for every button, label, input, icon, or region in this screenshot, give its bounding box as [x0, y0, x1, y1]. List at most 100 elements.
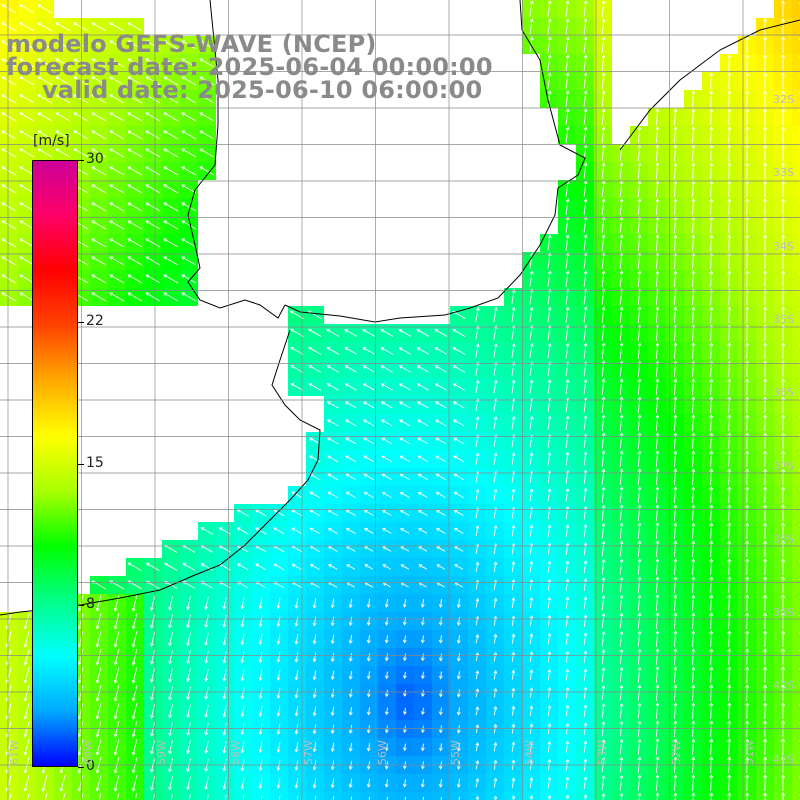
wind-arrow-head [95, 751, 100, 756]
wind-arrow [164, 563, 178, 571]
wind-arrow [259, 615, 263, 627]
wind-arrow [259, 687, 263, 699]
wind-arrow-head [745, 108, 750, 112]
wind-arrow-head [709, 486, 714, 490]
wind-arrow [132, 685, 138, 701]
wind-arrow-head [420, 729, 425, 734]
wind-arrow [181, 76, 197, 86]
wind-arrow-head [727, 666, 732, 670]
wind-arrow-head [326, 365, 331, 369]
wind-arrow-head [763, 504, 768, 508]
wind-arrow-head [348, 729, 353, 734]
wind-arrow [6, 631, 12, 647]
wind-arrow [109, 76, 125, 86]
wind-arrow-head [583, 740, 588, 745]
wind-arrow-head [91, 94, 96, 98]
wind-arrow-head [637, 126, 642, 130]
wind-arrow [601, 162, 605, 180]
wind-arrow [399, 365, 411, 373]
wind-arrow-head [400, 528, 404, 532]
wind-arrow [601, 144, 605, 162]
wind-arrow [601, 306, 605, 324]
wind-arrow [637, 270, 641, 288]
wind-arrow [728, 630, 730, 648]
wind-arrow [458, 671, 460, 679]
longitude-label: 57W [302, 740, 315, 765]
wind-arrow [385, 598, 389, 608]
wind-arrow [583, 488, 587, 502]
wind-arrow-head [222, 677, 227, 682]
wind-arrow [583, 91, 587, 107]
wind-arrow-head [199, 58, 204, 62]
wind-arrow [710, 324, 712, 342]
wind-arrow [583, 615, 587, 627]
wind-arrow-head [273, 563, 278, 568]
wind-arrow [565, 1, 569, 17]
wind-arrow [583, 470, 587, 484]
wind-arrow-head [763, 18, 768, 22]
wind-arrow-head [204, 624, 209, 629]
wind-arrow [308, 310, 322, 320]
wind-arrow [511, 706, 515, 716]
wind-arrow [601, 685, 605, 701]
wind-arrow-head [637, 360, 642, 364]
wind-arrow-head [547, 252, 552, 257]
wind-arrow-head [435, 437, 440, 441]
wind-arrow [692, 162, 694, 180]
wind-arrow [73, 22, 89, 32]
wind-cell [792, 720, 800, 738]
wind-arrow [655, 486, 659, 504]
wind-arrow-head [673, 144, 678, 148]
wind-arrow-head [637, 558, 642, 562]
wind-arrow-head [565, 216, 570, 220]
wind-arrow [381, 401, 393, 409]
wind-arrow [295, 634, 299, 644]
wind-arrow-head [655, 666, 660, 670]
wind-arrow-head [420, 765, 425, 770]
wind-arrow-head [547, 18, 552, 23]
wind-cell [792, 180, 800, 198]
wind-arrow [55, 40, 71, 50]
wind-arrow [91, 166, 107, 176]
wind-arrow [475, 380, 479, 394]
wind-arrow [145, 238, 161, 248]
wind-arrow [277, 705, 281, 717]
wind-arrow-head [168, 624, 172, 629]
wind-arrow [637, 649, 641, 665]
wind-arrow-head [781, 666, 785, 670]
wind-arrow-head [326, 419, 331, 423]
wind-arrow-head [511, 741, 516, 746]
wind-arrow [601, 72, 605, 90]
wind-arrow-head [276, 677, 281, 681]
wind-arrow-head [565, 614, 570, 619]
wind-arrow-head [222, 786, 227, 790]
wind-arrow-head [529, 288, 534, 293]
wind-arrow-head [312, 694, 317, 699]
wind-arrow-head [456, 766, 461, 770]
wind-arrow-head [709, 594, 714, 598]
wind-arrow-head [222, 606, 227, 610]
wind-arrow [367, 598, 371, 608]
wind-arrow [150, 613, 156, 629]
wind-arrow-head [529, 18, 534, 23]
wind-arrow-head [276, 659, 281, 663]
wind-arrow-head [326, 401, 331, 405]
wind-arrow [386, 707, 388, 715]
wind-arrow-head [240, 713, 245, 718]
wind-arrow-head [619, 162, 624, 166]
wind-arrow-head [673, 396, 678, 400]
wind-arrow [529, 289, 533, 305]
wind-arrow [601, 180, 605, 198]
wind-arrow [601, 721, 605, 737]
wind-arrow-head [547, 415, 552, 420]
wind-arrow [728, 288, 730, 306]
wind-arrow [511, 579, 515, 591]
wind-arrow [313, 706, 317, 716]
wind-arrow-head [402, 765, 407, 770]
wind-arrow [728, 504, 730, 522]
wind-arrow [655, 144, 659, 162]
wind-arrow-head [475, 652, 480, 656]
wind-arrow-head [745, 540, 750, 544]
wind-arrow [637, 378, 641, 396]
wind-arrow-head [511, 615, 516, 620]
